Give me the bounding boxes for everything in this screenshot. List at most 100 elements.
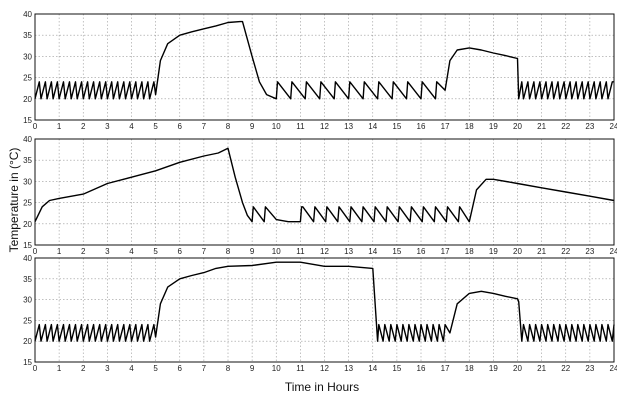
panels-layer: 0 1 2 3 4 5 6 7 8 9 10 11 12 13 14 15 16 17 18 19 20 21 22 23 24… — [23, 10, 617, 373]
x-tick-label: 11 — [296, 247, 305, 256]
y-tick-label: 25 — [23, 74, 32, 83]
x-tick-label: 13 — [344, 364, 353, 373]
y-tick-label: 30 — [23, 296, 32, 305]
x-tick-label: 7 — [202, 364, 207, 373]
x-tick-label: 22 — [561, 122, 570, 131]
y-tick-label: 15 — [23, 358, 32, 367]
x-tick-label: 4 — [129, 247, 134, 256]
x-tick-label: 0 — [33, 122, 38, 131]
x-tick-label: 23 — [585, 247, 594, 256]
x-tick-label: 21 — [537, 247, 546, 256]
x-tick-label: 24 — [610, 122, 617, 131]
temperature-series-line-2 — [34, 147, 615, 223]
x-tick-label: 1 — [57, 122, 62, 131]
x-tick-label: 23 — [585, 122, 594, 131]
x-tick-label: 18 — [465, 364, 474, 373]
x-tick-label: 16 — [417, 247, 426, 256]
x-tick-label: 1 — [57, 247, 62, 256]
x-tick-label: 19 — [489, 122, 498, 131]
x-tick-label: 11 — [296, 364, 305, 373]
y-tick-label: 35 — [23, 31, 32, 40]
y-tick-label: 15 — [23, 116, 32, 125]
x-tick-label: 16 — [417, 122, 426, 131]
x-tick-label: 13 — [344, 122, 353, 131]
x-tick-label: 18 — [465, 247, 474, 256]
x-tick-label: 11 — [296, 122, 305, 131]
x-tick-label: 14 — [368, 364, 377, 373]
y-tick-label: 35 — [23, 275, 32, 284]
y-tick-label: 40 — [23, 10, 32, 19]
y-tick-label: 25 — [23, 199, 32, 208]
x-tick-label: 12 — [320, 122, 329, 131]
x-tick-label: 8 — [226, 122, 231, 131]
x-tick-label: 9 — [250, 122, 255, 131]
x-tick-label: 0 — [33, 247, 38, 256]
x-tick-label: 21 — [537, 364, 546, 373]
x-tick-label: 3 — [105, 364, 110, 373]
y-tick-label: 35 — [23, 156, 32, 165]
x-tick-label: 10 — [272, 364, 281, 373]
x-tick-label: 6 — [178, 122, 183, 131]
x-tick-label: 21 — [537, 122, 546, 131]
x-tick-label: 5 — [153, 247, 158, 256]
y-tick-label: 20 — [23, 95, 32, 104]
x-tick-label: 6 — [178, 247, 183, 256]
x-tick-label: 15 — [392, 122, 401, 131]
y-tick-label: 20 — [23, 337, 32, 346]
temperature-series-line-1 — [34, 20, 614, 100]
x-tick-label: 24 — [610, 247, 617, 256]
x-tick-label: 7 — [202, 247, 207, 256]
x-tick-label: 18 — [465, 122, 474, 131]
x-tick-label: 9 — [250, 364, 255, 373]
x-tick-label: 6 — [178, 364, 183, 373]
x-tick-label: 24 — [610, 364, 617, 373]
x-tick-label: 8 — [226, 247, 231, 256]
x-tick-label: 7 — [202, 122, 207, 131]
x-tick-label: 1 — [57, 364, 62, 373]
x-tick-label: 0 — [33, 364, 38, 373]
x-tick-label: 2 — [81, 364, 86, 373]
x-tick-label: 5 — [153, 364, 158, 373]
y-tick-label: 30 — [23, 177, 32, 186]
x-tick-label: 19 — [489, 364, 498, 373]
x-tick-label: 20 — [513, 364, 522, 373]
chart-panel-2: 0 1 2 3 4 5 6 7 8 9 10 11 12 13 14 15 16 17 18 19 20 21 22 23 24… — [23, 135, 617, 256]
temperature-series-line-3 — [34, 261, 615, 342]
y-tick-label: 40 — [23, 254, 32, 263]
y-tick-label: 20 — [23, 220, 32, 229]
x-tick-label: 17 — [441, 122, 450, 131]
x-tick-label: 12 — [320, 364, 329, 373]
x-tick-label: 8 — [226, 364, 231, 373]
x-tick-label: 13 — [344, 247, 353, 256]
x-tick-label: 14 — [368, 122, 377, 131]
chart-panel-1: 0 1 2 3 4 5 6 7 8 9 10 11 12 13 14 15 16 17 18 19 20 21 22 23 24… — [23, 10, 617, 131]
x-tick-label: 4 — [129, 364, 134, 373]
x-tick-label: 14 — [368, 247, 377, 256]
x-tick-label: 10 — [272, 247, 281, 256]
x-tick-label: 10 — [272, 122, 281, 131]
y-tick-label: 40 — [23, 135, 32, 144]
x-tick-label: 15 — [392, 364, 401, 373]
y-tick-label: 25 — [23, 316, 32, 325]
y-axis-label: Temperature in (°C) — [7, 148, 21, 253]
chart-panel-3: 0 1 2 3 4 5 6 7 8 9 10 11 12 13 14 15 16 17 18 19 20 21 22 23 24… — [23, 254, 617, 373]
x-tick-label: 16 — [417, 364, 426, 373]
x-tick-label: 2 — [81, 122, 86, 131]
x-tick-label: 20 — [513, 122, 522, 131]
x-tick-label: 3 — [105, 247, 110, 256]
plot-frame — [34, 138, 615, 246]
x-tick-label: 5 — [153, 122, 158, 131]
x-tick-label: 17 — [441, 364, 450, 373]
x-tick-label: 20 — [513, 247, 522, 256]
x-tick-label: 22 — [561, 364, 570, 373]
plot-frame — [34, 13, 615, 121]
x-tick-label: 15 — [392, 247, 401, 256]
x-axis-label: Time in Hours — [285, 380, 359, 394]
plot-frame — [34, 257, 615, 363]
x-tick-label: 23 — [585, 364, 594, 373]
x-tick-label: 3 — [105, 122, 110, 131]
x-tick-label: 17 — [441, 247, 450, 256]
x-tick-label: 9 — [250, 247, 255, 256]
x-tick-label: 12 — [320, 247, 329, 256]
